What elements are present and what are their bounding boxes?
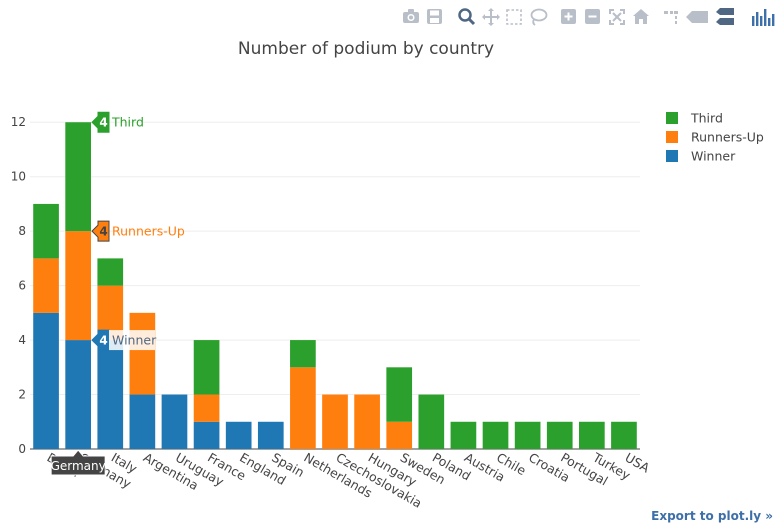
hover-label-name: Third <box>111 115 144 130</box>
zoom-icon[interactable] <box>458 8 476 26</box>
y-tick-label: 2 <box>18 388 26 402</box>
autoscale-icon[interactable] <box>609 9 625 25</box>
legend-item[interactable]: Third <box>666 111 723 126</box>
hover-label-third: 4 Third <box>91 111 144 133</box>
bar-third-italy[interactable] <box>97 258 124 286</box>
bar-runners-up-netherlands[interactable] <box>290 367 316 449</box>
bar-winner-england[interactable] <box>225 421 252 449</box>
y-tick-label: 0 <box>18 442 26 456</box>
bar-third-brazil[interactable] <box>33 203 59 259</box>
spike-lines-icon[interactable] <box>664 11 678 24</box>
y-axis: 0 2 4 6 8 10 12 <box>11 115 26 456</box>
plotly-logo-icon[interactable] <box>752 9 775 26</box>
bar-third-sweden[interactable] <box>386 367 413 422</box>
y-tick-label: 8 <box>18 224 26 238</box>
legend-swatch <box>666 131 678 143</box>
bar-winner-france[interactable] <box>193 421 220 449</box>
hover-label-box <box>91 111 110 133</box>
bar-third-chile[interactable] <box>482 421 509 449</box>
bar-runners-up-france[interactable] <box>193 394 220 422</box>
hover-label-name-bg <box>109 330 155 351</box>
save-icon[interactable] <box>427 9 442 24</box>
bar-runners-up-sweden[interactable] <box>386 421 413 449</box>
legend-label: Runners-Up <box>691 130 764 145</box>
legend-item[interactable]: Winner <box>666 149 736 164</box>
bar-third-poland[interactable] <box>418 394 445 449</box>
camera-icon[interactable] <box>403 9 419 23</box>
bar-runners-up-hungary[interactable] <box>354 394 380 449</box>
hover-label-value: 4 <box>99 225 107 239</box>
bar-winner-germany[interactable] <box>65 340 91 449</box>
legend-label: Winner <box>691 149 736 164</box>
bar-runners-up-brazil[interactable] <box>33 258 59 313</box>
reset-axes-icon[interactable] <box>633 9 649 24</box>
bar-runners-up-czechoslovakia[interactable] <box>322 394 348 449</box>
hover-category-label: Germany <box>50 449 106 476</box>
y-tick-label: 10 <box>11 170 26 184</box>
bar-third-portugal[interactable] <box>546 421 573 449</box>
y-tick-label: 12 <box>11 115 26 129</box>
legend-swatch <box>666 112 678 124</box>
bar-third-france[interactable] <box>193 340 220 395</box>
bar-winner-argentina[interactable] <box>129 394 156 449</box>
box-select-icon[interactable] <box>506 9 522 25</box>
hover-label-value: 4 <box>99 116 107 130</box>
hover-closest-icon[interactable] <box>686 11 708 23</box>
bar-third-turkey[interactable] <box>579 421 605 449</box>
hover-label-name: Runners-Up <box>112 224 185 239</box>
hover-category-box <box>50 449 106 476</box>
legend-label: Third <box>690 111 723 126</box>
hover-labels: 4 Third 4 Runners-Up 4 Winner Germany <box>50 111 185 476</box>
bar-third-croatia[interactable] <box>514 421 541 449</box>
x-axis: BrazilGermanyItalyArgentinaUruguayFrance… <box>45 449 653 511</box>
bar-winner-spain[interactable] <box>257 421 284 449</box>
modebar <box>400 6 781 28</box>
zoom-in-icon[interactable] <box>561 9 576 24</box>
legend-item[interactable]: Runners-Up <box>666 130 764 145</box>
hover-label-name: Winner <box>112 333 157 348</box>
lasso-select-icon[interactable] <box>530 8 548 26</box>
legend[interactable]: Third Runners-Up Winner <box>666 111 764 164</box>
hover-compare-icon[interactable] <box>716 8 734 25</box>
bar-winner-italy[interactable] <box>97 340 124 449</box>
bar-third-germany[interactable] <box>65 122 91 232</box>
hover-category-text: Germany <box>51 459 106 473</box>
bar-runners-up-argentina[interactable] <box>129 312 156 395</box>
hover-label-runners-up: 4 Runners-Up <box>91 220 185 242</box>
y-tick-label: 4 <box>18 333 26 347</box>
bar-third-usa[interactable] <box>611 421 637 449</box>
chart-title: Number of podium by country <box>238 39 494 59</box>
bar-third-netherlands[interactable] <box>290 340 316 368</box>
bar-winner-brazil[interactable] <box>33 312 59 449</box>
hover-label-value: 4 <box>99 334 107 348</box>
bar-third-austria[interactable] <box>450 421 477 449</box>
hover-label-box <box>91 220 110 242</box>
bar-winner-uruguay[interactable] <box>161 394 188 449</box>
export-to-plotly-link[interactable]: Export to plot.ly » <box>651 509 773 523</box>
zoom-out-icon[interactable] <box>585 9 600 24</box>
y-tick-label: 6 <box>18 279 26 293</box>
bar-runners-up-germany[interactable] <box>65 231 91 341</box>
hover-label-winner: 4 Winner <box>91 329 157 351</box>
pan-icon[interactable] <box>482 8 500 26</box>
legend-swatch <box>666 150 678 162</box>
